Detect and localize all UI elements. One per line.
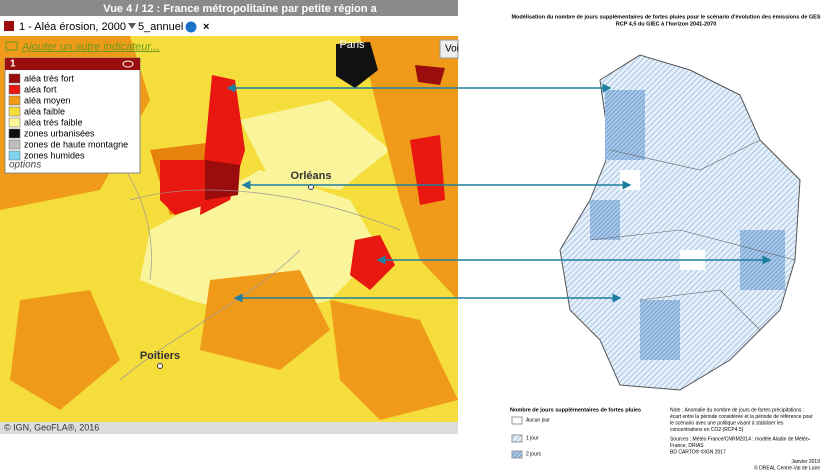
period[interactable]: 5_annuel [138, 21, 183, 33]
legend-item: 1 jour [526, 435, 539, 441]
legend-item: zones de haute montagne [24, 139, 128, 149]
legend-item: 2 jours [526, 451, 542, 457]
note-line: le scénario avec une politique visant à … [670, 420, 784, 426]
view-button-label: Voi [445, 44, 459, 55]
legend-item: zones humides [24, 150, 85, 160]
credit-line: Janvier 2019 [791, 459, 820, 465]
add-indicator[interactable]: Ajouter un autre indicateur... [21, 41, 160, 53]
sources-line: France, DRIAS [670, 443, 704, 449]
info-icon[interactable] [185, 21, 197, 33]
legend-swatch [8, 128, 21, 139]
legend-item: aléa très fort [24, 73, 75, 83]
eye-icon[interactable] [122, 60, 134, 68]
left-map: Paris Orléans Poitiers Voi © IGN, GeoFLA… [0, 0, 459, 434]
legend-item: aléa très faible [24, 117, 83, 127]
city-label: Paris [339, 39, 365, 51]
legend-item: aléa moyen [24, 95, 71, 105]
legend-swatch [8, 73, 21, 84]
credit: © IGN, GeoFLA®, 2016 [4, 422, 99, 432]
credit-line: © DREAL Centre-Val de Loire [754, 464, 820, 471]
header-title: Vue 4 / 12 : France métropolitaine par p… [103, 3, 377, 15]
legend-title: Nombre de jours supplémentaires de forte… [510, 407, 641, 413]
view-button[interactable] [439, 39, 459, 59]
right-map: Modélisation du nombre de jours suppléme… [510, 14, 821, 471]
legend-title: 1 [10, 59, 16, 70]
legend-swatch [8, 95, 21, 106]
sources-line: BD CARTO® ©IGN 2017 [670, 448, 726, 455]
city-label: Poitiers [140, 350, 180, 362]
legend-item: aléa fort [24, 84, 57, 94]
legend-item: zones urbanisées [24, 128, 95, 138]
note-line: écart entre la période considérée et la … [670, 414, 813, 420]
note-line: Note : Anomalie du nombre de jours de fo… [670, 407, 804, 413]
city-label: Orléans [291, 170, 332, 182]
options[interactable]: options [9, 160, 41, 171]
title-line: Modélisation du nombre de jours suppléme… [511, 14, 820, 20]
arrows [226, 83, 772, 303]
legend-item: aléa faible [24, 106, 65, 116]
legend-swatch [8, 139, 21, 150]
legend-swatch [8, 150, 21, 161]
close-icon[interactable]: × [203, 21, 209, 33]
layer-name[interactable]: 1 - Aléa érosion, 2000 [19, 21, 126, 33]
note-line: concentrations en CO2 (RCP4.5) [670, 427, 744, 433]
legend-swatch [8, 84, 21, 95]
legend-swatch [8, 106, 21, 117]
title-line: RCP 4,5 du GIEC à l'horizon 2041-2070 [616, 21, 717, 27]
legend-swatch [8, 117, 21, 128]
sources-line: Sources : Météo France/CNRM2014 : modèle… [670, 436, 811, 442]
legend-item: Aucun jour [526, 417, 550, 423]
